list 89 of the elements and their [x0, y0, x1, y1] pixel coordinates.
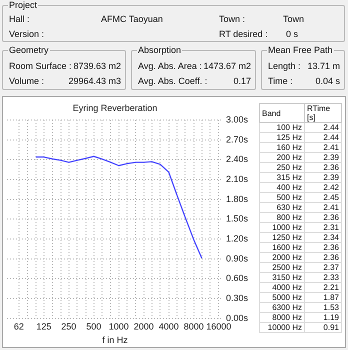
text: 1250 Hz: [260, 232, 304, 242]
text: 10000 Hz: [260, 322, 304, 332]
text: Time :: [268, 76, 293, 86]
x-tick-label: 62: [14, 321, 24, 332]
text: Mean Free Path: [267, 45, 334, 55]
text: Avg. Abs. Area :: [138, 61, 202, 71]
text: 0 s: [286, 29, 298, 39]
x-tick-label: 2000: [134, 321, 154, 332]
y-tick-label: 2.40s: [226, 154, 248, 164]
x-tick-label: 16000: [206, 321, 232, 332]
y-tick-label: 0.60s: [226, 273, 248, 284]
text: 2.34: [304, 232, 342, 242]
text: 500 Hz: [260, 192, 304, 202]
text: Avg. Abs. Coeff. :: [138, 76, 208, 86]
x-tick-label: 500: [86, 321, 102, 332]
chart-title: Eyring Reverberation: [72, 102, 158, 113]
text: 29964.43 m3: [68, 76, 121, 86]
text: 2.44: [304, 122, 342, 132]
text: 13.71 m: [307, 61, 340, 71]
text: Geometry: [8, 45, 50, 55]
text: 2.41: [304, 142, 342, 152]
y-tick-label: 2.10s: [226, 174, 248, 184]
text: 4000 Hz: [260, 282, 304, 292]
text: RTime [s]: [304, 104, 342, 122]
text: 125 Hz: [260, 132, 304, 142]
text: 2.36: [304, 212, 342, 222]
text: 100 Hz: [260, 122, 304, 132]
text: 1600 Hz: [260, 242, 304, 252]
text: 2.42: [304, 182, 342, 192]
text: 8000 Hz: [260, 312, 304, 322]
x-tick-label: 4000: [158, 321, 179, 332]
x-tick-label: 1000: [108, 321, 129, 332]
text: 2.44: [304, 132, 342, 142]
y-tick-label: 0.00s: [226, 312, 248, 323]
text: 2.21: [304, 282, 342, 292]
text: RT desired :: [219, 29, 268, 39]
text: 1473.67 m2: [203, 61, 251, 71]
text: 200 Hz: [260, 152, 304, 162]
text: 1.19: [304, 312, 342, 322]
text: 160 Hz: [260, 142, 304, 152]
text: 250 Hz: [260, 162, 304, 172]
text: 2.33: [304, 272, 342, 282]
text: 2000 Hz: [260, 252, 304, 262]
text: Town :: [219, 14, 246, 24]
text: 800 Hz: [260, 212, 304, 222]
text: 2.31: [304, 222, 342, 232]
y-tick-label: 1.80s: [226, 194, 248, 204]
y-tick-label: 1.20s: [226, 234, 248, 244]
text: Volume :: [9, 76, 44, 86]
text: 400 Hz: [260, 182, 304, 192]
text: 3150 Hz: [260, 272, 304, 282]
text: 2.45: [304, 192, 342, 202]
text: Hall :: [9, 14, 30, 24]
y-tick-label: 2.70s: [226, 134, 248, 144]
text: 1000 Hz: [260, 222, 304, 232]
text: 2.36: [304, 162, 342, 172]
x-tick-label: 250: [61, 321, 76, 332]
text: 1.53: [304, 302, 342, 312]
text: 8739.63 m2: [73, 61, 121, 71]
text: Band: [260, 104, 304, 122]
x-axis-title: f in Hz: [102, 335, 128, 346]
text: Project: [8, 0, 38, 10]
text: Version :: [9, 29, 44, 39]
text: 2500 Hz: [260, 262, 304, 272]
text: 315 Hz: [260, 172, 304, 182]
text: 0.17: [233, 76, 251, 86]
y-tick-label: 0.90s: [226, 253, 248, 264]
text: Room Surface :: [9, 61, 72, 71]
text: 2.36: [304, 252, 342, 262]
text: 2.37: [304, 262, 342, 272]
text: 2.41: [304, 202, 342, 212]
text: 1.87: [304, 292, 342, 302]
text: 5000 Hz: [260, 292, 304, 302]
text: Town: [283, 14, 304, 24]
text: AFMC Taoyuan: [101, 14, 163, 24]
text: 2.36: [304, 242, 342, 252]
y-tick-label: 1.50s: [226, 214, 248, 224]
text: Absorption: [137, 45, 182, 55]
text: 2.39: [304, 172, 342, 182]
text: 0.91: [304, 322, 342, 332]
y-tick-label: 3.00s: [226, 114, 248, 124]
y-tick-label: 0.30s: [226, 293, 248, 304]
x-tick-label: 125: [36, 321, 52, 332]
text: 630 Hz: [260, 202, 304, 212]
text: 2.39: [304, 152, 342, 162]
text: 0.04 s: [315, 76, 340, 86]
text: Length :: [268, 61, 301, 71]
x-tick-label: 8000: [184, 321, 204, 332]
text: 6300 Hz: [260, 302, 304, 312]
